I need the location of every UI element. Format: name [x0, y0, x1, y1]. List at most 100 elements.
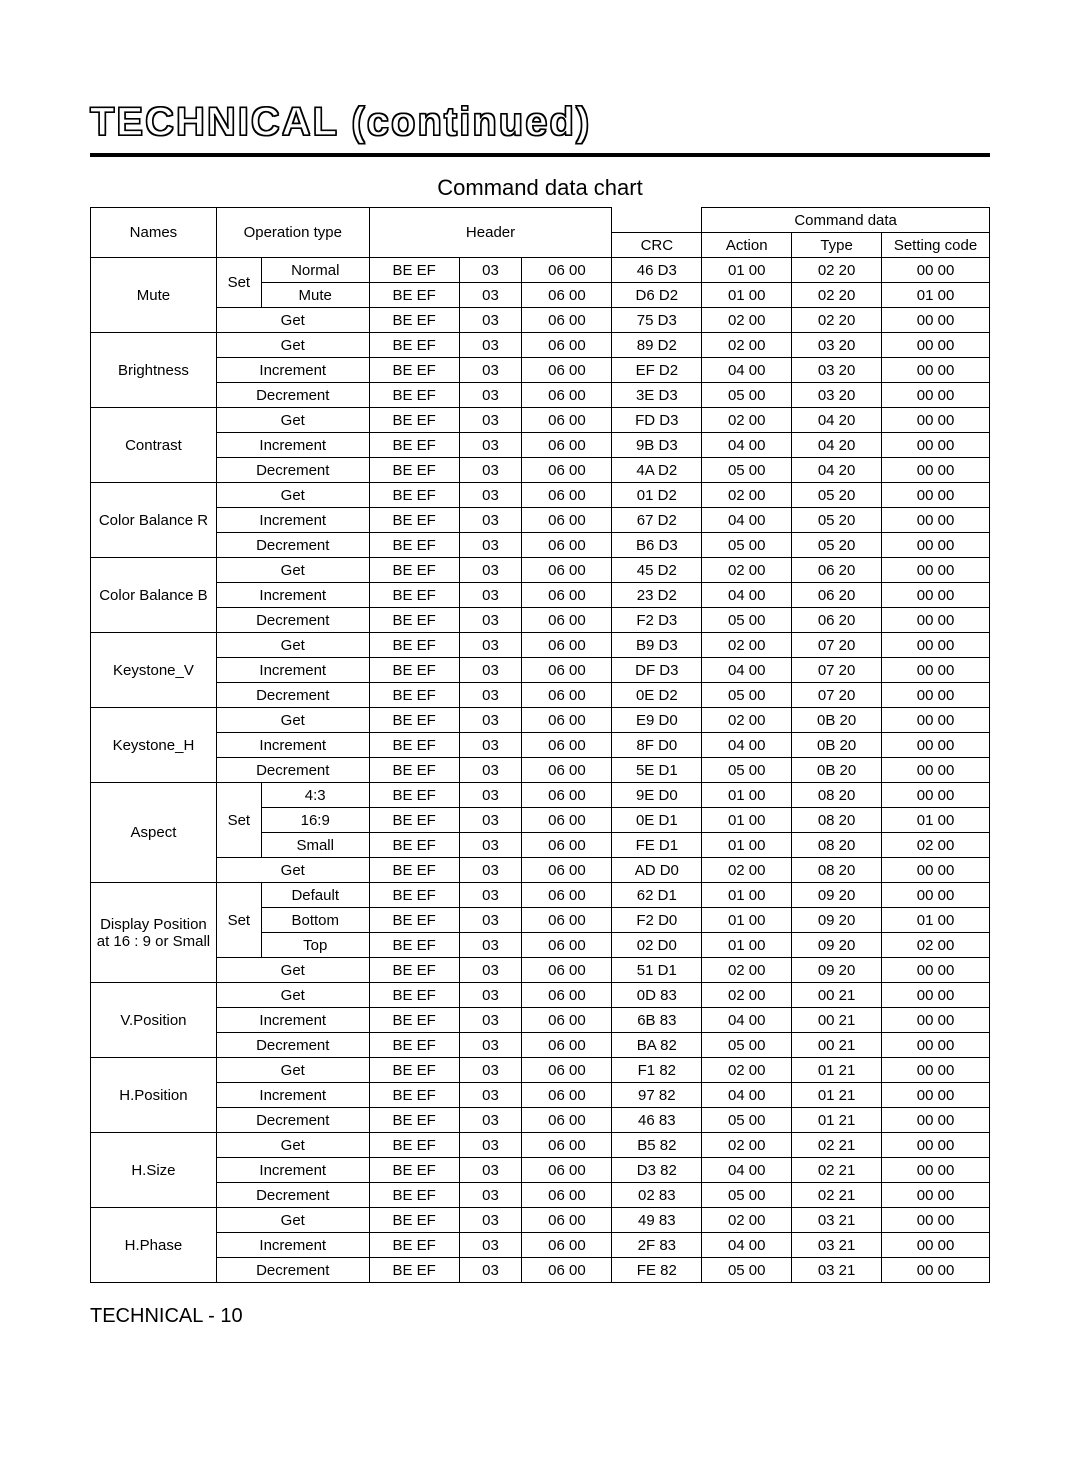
- th-crc: CRC: [612, 233, 702, 258]
- cell-op-sub: Top: [261, 933, 369, 958]
- cell-act: 02 00: [702, 633, 792, 658]
- cell-op-sub: Default: [261, 883, 369, 908]
- cell-header-byte: BE EF: [369, 933, 459, 958]
- cell-name: Aspect: [91, 783, 217, 883]
- table-head: Names Operation type Header Command data…: [91, 208, 990, 258]
- cell-name: Contrast: [91, 408, 217, 483]
- cell-type: 0B 20: [792, 733, 882, 758]
- cell-op-full: Decrement: [216, 383, 369, 408]
- cell-set: 00 00: [882, 1233, 990, 1258]
- cell-set: 00 00: [882, 1058, 990, 1083]
- cell-act: 02 00: [702, 558, 792, 583]
- cell-op-full: Increment: [216, 1158, 369, 1183]
- cell-op-full: Decrement: [216, 458, 369, 483]
- cell-act: 02 00: [702, 483, 792, 508]
- cell-header-byte: BE EF: [369, 683, 459, 708]
- cell-op-full: Get: [216, 983, 369, 1008]
- cell-header-byte: 06 00: [522, 883, 612, 908]
- cell-header-byte: BE EF: [369, 1108, 459, 1133]
- cell-set: 00 00: [882, 333, 990, 358]
- cell-set: 00 00: [882, 633, 990, 658]
- cell-header-byte: 03: [459, 783, 522, 808]
- cell-act: 01 00: [702, 783, 792, 808]
- cell-crc: BA 82: [612, 1033, 702, 1058]
- cell-act: 04 00: [702, 658, 792, 683]
- cell-header-byte: 03: [459, 983, 522, 1008]
- cell-header-byte: 06 00: [522, 983, 612, 1008]
- cell-crc: 02 83: [612, 1183, 702, 1208]
- cell-header-byte: 03: [459, 608, 522, 633]
- cell-op-sub: Small: [261, 833, 369, 858]
- cell-act: 01 00: [702, 283, 792, 308]
- table-row: Display Position at 16 : 9 or SmallSetDe…: [91, 883, 990, 908]
- cell-type: 07 20: [792, 633, 882, 658]
- cell-op-sub: Mute: [261, 283, 369, 308]
- cell-act: 05 00: [702, 1033, 792, 1058]
- cell-header-byte: 06 00: [522, 1158, 612, 1183]
- cell-name: V.Position: [91, 983, 217, 1058]
- cell-op-full: Decrement: [216, 1108, 369, 1133]
- table-row: DecrementBE EF0306 0046 8305 0001 2100 0…: [91, 1108, 990, 1133]
- cell-header-byte: BE EF: [369, 1058, 459, 1083]
- cell-set: 00 00: [882, 983, 990, 1008]
- cell-header-byte: 06 00: [522, 1033, 612, 1058]
- cell-header-byte: BE EF: [369, 1033, 459, 1058]
- th-command-data: Command data: [702, 208, 990, 233]
- cell-type: 08 20: [792, 808, 882, 833]
- cell-op-set: Set: [216, 883, 261, 958]
- cell-header-byte: 06 00: [522, 1083, 612, 1108]
- cell-set: 01 00: [882, 283, 990, 308]
- table-row: IncrementBE EF0306 0097 8204 0001 2100 0…: [91, 1083, 990, 1108]
- cell-header-byte: BE EF: [369, 858, 459, 883]
- cell-act: 05 00: [702, 533, 792, 558]
- cell-set: 00 00: [882, 1008, 990, 1033]
- th-header: Header: [369, 208, 612, 258]
- cell-op-full: Get: [216, 1133, 369, 1158]
- cell-header-byte: 03: [459, 758, 522, 783]
- cell-crc: 8F D0: [612, 733, 702, 758]
- cell-type: 00 21: [792, 983, 882, 1008]
- cell-header-byte: 06 00: [522, 283, 612, 308]
- cell-name: Keystone_V: [91, 633, 217, 708]
- cell-header-byte: 06 00: [522, 258, 612, 283]
- cell-name: H.Position: [91, 1058, 217, 1133]
- cell-header-byte: BE EF: [369, 433, 459, 458]
- cell-header-byte: 06 00: [522, 1133, 612, 1158]
- cell-op-full: Increment: [216, 1233, 369, 1258]
- cell-header-byte: 06 00: [522, 633, 612, 658]
- cell-crc: B9 D3: [612, 633, 702, 658]
- cell-act: 04 00: [702, 508, 792, 533]
- cell-op-full: Decrement: [216, 608, 369, 633]
- cell-crc: 9E D0: [612, 783, 702, 808]
- cell-header-byte: 03: [459, 283, 522, 308]
- table-row: GetBE EF0306 0075 D302 0002 2000 00: [91, 308, 990, 333]
- cell-crc: 67 D2: [612, 508, 702, 533]
- table-row: DecrementBE EF0306 004A D205 0004 2000 0…: [91, 458, 990, 483]
- cell-set: 00 00: [882, 758, 990, 783]
- table-row: IncrementBE EF0306 00DF D304 0007 2000 0…: [91, 658, 990, 683]
- cell-act: 04 00: [702, 1083, 792, 1108]
- cell-header-byte: 03: [459, 258, 522, 283]
- cell-set: 00 00: [882, 458, 990, 483]
- cell-header-byte: 06 00: [522, 583, 612, 608]
- table-row: IncrementBE EF0306 00D3 8204 0002 2100 0…: [91, 1158, 990, 1183]
- table-row: DecrementBE EF0306 00BA 8205 0000 2100 0…: [91, 1033, 990, 1058]
- cell-header-byte: 03: [459, 933, 522, 958]
- cell-header-byte: 06 00: [522, 683, 612, 708]
- cell-header-byte: BE EF: [369, 583, 459, 608]
- cell-type: 08 20: [792, 833, 882, 858]
- cell-act: 02 00: [702, 708, 792, 733]
- cell-set: 00 00: [882, 558, 990, 583]
- cell-type: 02 20: [792, 308, 882, 333]
- cell-header-byte: BE EF: [369, 783, 459, 808]
- cell-header-byte: 06 00: [522, 358, 612, 383]
- cell-act: 05 00: [702, 1183, 792, 1208]
- cell-header-byte: BE EF: [369, 833, 459, 858]
- cell-name: Mute: [91, 258, 217, 333]
- cell-crc: 0D 83: [612, 983, 702, 1008]
- cell-set: 00 00: [882, 1108, 990, 1133]
- cell-header-byte: 03: [459, 1033, 522, 1058]
- cell-act: 02 00: [702, 333, 792, 358]
- cell-header-byte: BE EF: [369, 333, 459, 358]
- cell-crc: FE D1: [612, 833, 702, 858]
